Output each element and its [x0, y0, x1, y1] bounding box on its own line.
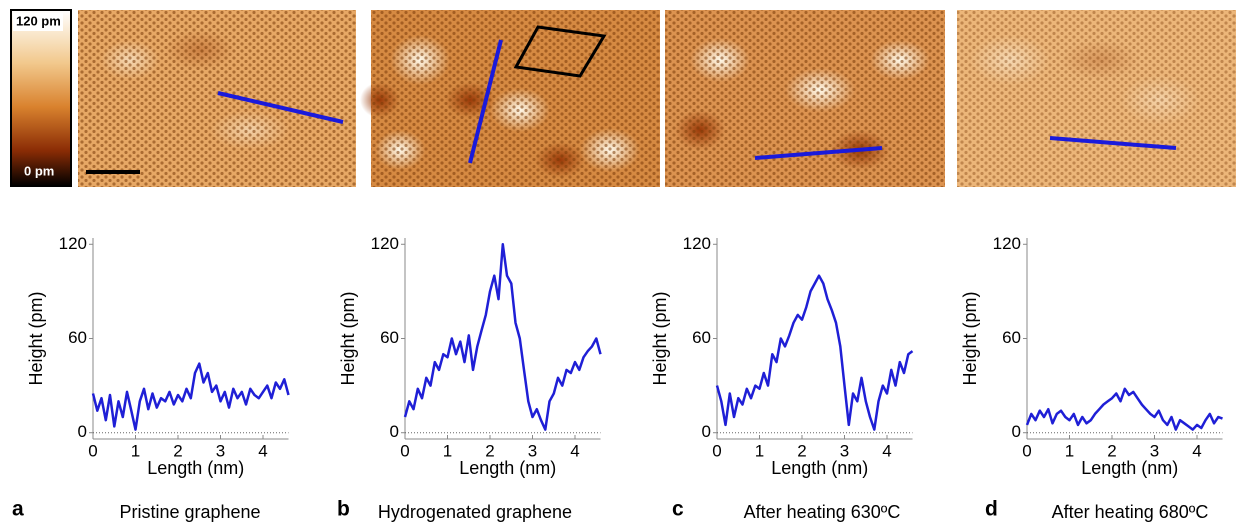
y-tick-label: 0 — [78, 422, 87, 441]
x-tick-label: 1 — [443, 441, 452, 460]
profile-line — [1025, 387, 1223, 431]
panel-letter: b — [337, 498, 350, 521]
y-tick-label: 0 — [1012, 422, 1021, 441]
colorbar-top-label: 120 pm — [16, 13, 61, 28]
x-tick-label: 4 — [882, 441, 891, 460]
y-tick-label: 60 — [692, 328, 711, 347]
y-tick-label: 120 — [371, 234, 399, 253]
y-tick-label: 120 — [993, 234, 1021, 253]
profile-line — [91, 362, 290, 431]
colorbar-label-bg — [13, 13, 63, 31]
x-tick-label: 0 — [400, 441, 409, 460]
y-tick-label: 0 — [390, 422, 399, 441]
x-axis-label: Length (nm) — [1081, 458, 1178, 478]
x-tick-label: 2 — [1107, 441, 1116, 460]
stm-image — [78, 10, 356, 187]
stm-image — [360, 10, 660, 187]
x-axis-label: Length (nm) — [771, 458, 868, 478]
profile-line — [715, 274, 914, 431]
panel-caption: Hydrogenated graphene — [378, 502, 572, 522]
y-tick-label: 120 — [683, 234, 711, 253]
y-axis-label: Height (pm) — [960, 291, 980, 385]
stm-image — [957, 10, 1236, 187]
x-tick-label: 1 — [755, 441, 764, 460]
x-tick-label: 3 — [1150, 441, 1159, 460]
profile-line — [403, 243, 602, 431]
x-tick-label: 1 — [1065, 441, 1074, 460]
x-tick-label: 4 — [570, 441, 579, 460]
y-axis-label: Height (pm) — [338, 291, 358, 385]
x-tick-label: 3 — [216, 441, 225, 460]
x-axis-label: Length (nm) — [459, 458, 556, 478]
panel-caption: Pristine graphene — [119, 502, 260, 522]
panel-letter: c — [672, 498, 684, 521]
panel-letter: d — [985, 498, 998, 521]
x-tick-label: 2 — [485, 441, 494, 460]
stm-image — [665, 10, 945, 187]
y-tick-label: 60 — [68, 328, 87, 347]
colorbar — [10, 9, 72, 187]
colorbar-bottom-label: 0 pm — [24, 163, 54, 178]
panel-caption: After heating 630ºC — [744, 502, 901, 522]
x-tick-label: 4 — [1192, 441, 1201, 460]
y-axis-label: Height (pm) — [650, 291, 670, 385]
x-tick-label: 2 — [797, 441, 806, 460]
panel-letter: a — [12, 498, 24, 521]
y-tick-label: 60 — [380, 328, 399, 347]
panel-caption: After heating 680ºC — [1052, 502, 1209, 522]
x-tick-label: 0 — [1022, 441, 1031, 460]
x-tick-label: 4 — [258, 441, 267, 460]
x-tick-label: 1 — [131, 441, 140, 460]
x-axis-label: Length (nm) — [147, 458, 244, 478]
x-tick-label: 0 — [712, 441, 721, 460]
x-tick-label: 3 — [528, 441, 537, 460]
y-axis-label: Height (pm) — [26, 291, 46, 385]
x-tick-label: 3 — [840, 441, 849, 460]
x-tick-label: 2 — [173, 441, 182, 460]
y-tick-label: 120 — [59, 234, 87, 253]
y-tick-label: 0 — [702, 422, 711, 441]
x-tick-label: 0 — [88, 441, 97, 460]
y-tick-label: 60 — [1002, 328, 1021, 347]
